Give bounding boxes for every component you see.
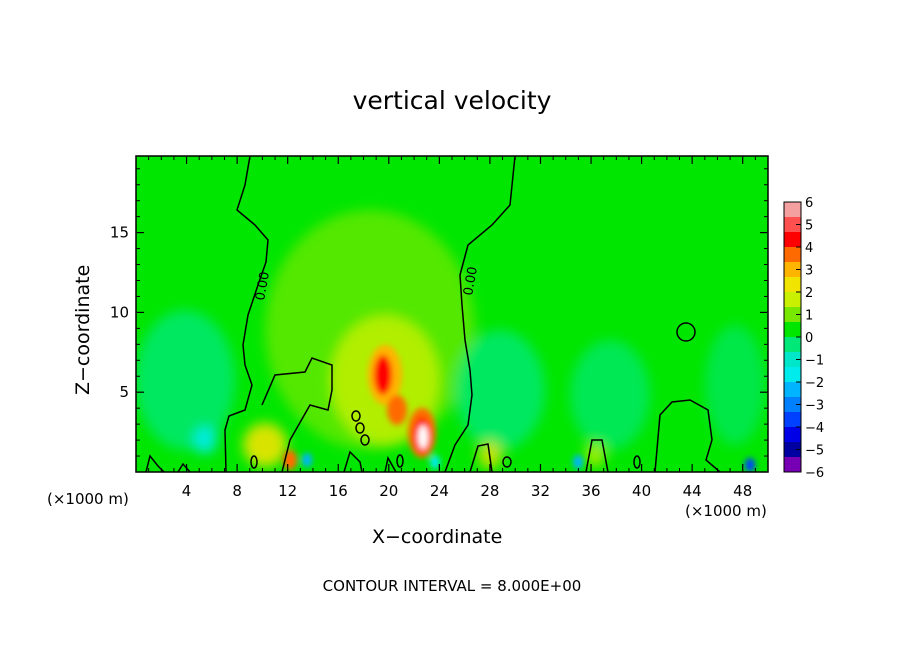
contour-surface-11 bbox=[355, 422, 365, 434]
y-tick-label: 5 bbox=[119, 383, 129, 401]
updraft-max bbox=[418, 425, 428, 449]
colorbar: 6 5 4 3 2 1 0 −1 −2 −3 −4 −5 −6 bbox=[783, 196, 824, 481]
contour-surface-9 bbox=[633, 455, 641, 469]
colorbar-tick-label: 3 bbox=[805, 264, 813, 279]
contour-label-right: 0.00 bbox=[461, 266, 481, 297]
colorbar-swatch bbox=[784, 217, 801, 233]
contour-surface-8 bbox=[250, 455, 258, 469]
colorbar-swatch bbox=[784, 337, 801, 353]
x-axis-label: X−coordinate bbox=[372, 526, 503, 548]
surface-downdraft-b bbox=[745, 458, 755, 472]
surface-downdraft-d bbox=[430, 455, 440, 469]
colorbar-swatch bbox=[784, 322, 801, 338]
x-tick-label: 44 bbox=[683, 482, 702, 500]
colorbar-swatch bbox=[784, 307, 801, 323]
contour-surface-13 bbox=[396, 454, 404, 468]
colorbar-swatch bbox=[784, 397, 801, 413]
contour-cell-right bbox=[654, 399, 721, 472]
contour-line-left bbox=[224, 156, 269, 472]
updraft-core-b bbox=[387, 395, 407, 425]
colorbar-swatch bbox=[784, 277, 801, 293]
colorbar-tick-label: −6 bbox=[805, 466, 824, 481]
y-tick-label: 10 bbox=[110, 303, 129, 321]
colorbar-tick-label: 6 bbox=[805, 196, 813, 211]
colorbar-swatch bbox=[784, 442, 801, 458]
downdraft-left bbox=[136, 310, 235, 450]
contour-surface-10 bbox=[360, 434, 370, 446]
colorbar-tick-label: 1 bbox=[805, 309, 813, 324]
colorbar-tick-label: 5 bbox=[805, 219, 813, 234]
x-tick-label: 12 bbox=[278, 482, 297, 500]
colorbar-tick-label: −3 bbox=[805, 399, 824, 414]
colorbar-tick-label: −1 bbox=[805, 354, 824, 369]
x-tick-label: 20 bbox=[379, 482, 398, 500]
y-tick-label: 15 bbox=[110, 224, 129, 242]
contour-interval-note: CONTOUR INTERVAL = 8.000E+00 bbox=[322, 577, 582, 595]
contour-surface-5 bbox=[343, 450, 363, 472]
colorbar-swatch bbox=[784, 367, 801, 383]
colorbar-swatch bbox=[784, 232, 801, 248]
contour-label-left: 0.00 bbox=[253, 271, 273, 302]
surface-downdraft-c bbox=[573, 455, 583, 469]
x-tick-label: 36 bbox=[581, 482, 600, 500]
surface-downdraft-a bbox=[302, 453, 312, 467]
colorbar-tick-label: −2 bbox=[805, 376, 824, 391]
colorbar-tick-label: 2 bbox=[805, 286, 813, 301]
x-tick-label: 8 bbox=[232, 482, 242, 500]
contour-surface-6 bbox=[384, 455, 397, 472]
y-axis-label: Z−coordinate bbox=[72, 264, 94, 395]
contour-surface-4 bbox=[585, 439, 609, 472]
colorbar-swatch bbox=[784, 457, 801, 473]
x-tick-label: 24 bbox=[430, 482, 449, 500]
zero-contours bbox=[145, 156, 721, 472]
colorbar-swatch bbox=[784, 382, 801, 398]
x-tick-label: 28 bbox=[480, 482, 499, 500]
x-units-label-right: (×1000 m) bbox=[685, 502, 767, 520]
x-axis: 4 8 12 16 20 24 28 32 36 40 44 48 bbox=[148, 156, 756, 500]
x-tick-label: 16 bbox=[329, 482, 348, 500]
contour-surface-2 bbox=[177, 462, 191, 472]
contour-surface-7 bbox=[502, 456, 512, 468]
surface-cell-1 bbox=[243, 423, 287, 467]
x-tick-label: 40 bbox=[632, 482, 651, 500]
colorbar-swatch bbox=[784, 262, 801, 278]
colorbar-swatch bbox=[784, 292, 801, 308]
contour-line-right bbox=[444, 156, 516, 472]
colorbar-swatch bbox=[784, 247, 801, 263]
colorbar-tick-label: −4 bbox=[805, 421, 824, 436]
updraft-core-a-inner bbox=[374, 355, 392, 395]
colorbar-swatch bbox=[784, 202, 801, 218]
colorbar-tick-label: 4 bbox=[805, 241, 813, 256]
heatmap-field bbox=[136, 156, 768, 472]
contour-inner-loop bbox=[261, 357, 333, 472]
downdraft-right bbox=[570, 340, 650, 450]
contour-small-loop bbox=[676, 322, 696, 342]
colorbar-swatch bbox=[784, 412, 801, 428]
surface-cell-2 bbox=[193, 426, 217, 454]
x-tick-label: 32 bbox=[531, 482, 550, 500]
x-tick-label: 48 bbox=[733, 482, 752, 500]
x-units-label-left: (×1000 m) bbox=[47, 490, 129, 508]
contour-surface-3 bbox=[469, 443, 493, 472]
colorbar-tick-label: −5 bbox=[805, 444, 824, 459]
x-tick-label: 4 bbox=[182, 482, 192, 500]
chart-title: vertical velocity bbox=[352, 86, 552, 115]
colorbar-tick-label: 0 bbox=[805, 331, 813, 346]
colorbar-swatch bbox=[784, 427, 801, 443]
downdraft-mid bbox=[455, 330, 545, 450]
y-axis: 5 10 15 bbox=[110, 168, 768, 457]
colorbar-swatch bbox=[784, 352, 801, 368]
downdraft-far-right bbox=[705, 325, 765, 445]
contour-surface-12 bbox=[351, 410, 361, 422]
